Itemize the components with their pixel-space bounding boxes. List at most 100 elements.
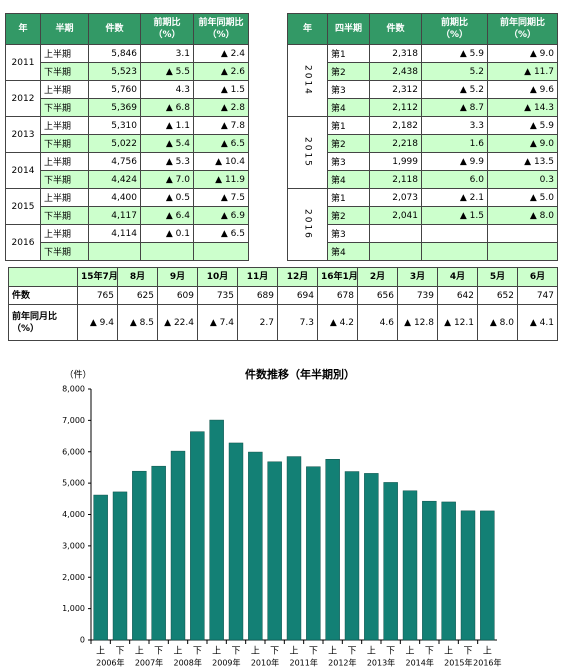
y-tick-label: 6,000: [62, 447, 85, 456]
table-cell: 2,218: [369, 134, 422, 153]
table-cell: ▲ 1.1: [140, 116, 194, 135]
x-group-label: 2009年: [212, 658, 240, 668]
y-tick-label: 3,000: [62, 541, 85, 550]
header-row: 15年7月 8月 9月 10月 11月 12月 16年1月 2月 3月 4月 5月 6月: [8, 267, 558, 287]
table-cell: ▲ 9.0: [487, 44, 558, 63]
table-cell: 4,117: [88, 206, 141, 225]
table-cell: 689: [237, 286, 278, 305]
table-cell: ▲ 14.3: [487, 98, 558, 117]
table-cell: 0.3: [487, 170, 558, 189]
table-cell: 4,400: [88, 188, 141, 207]
table-cell: 上半期: [40, 224, 89, 243]
x-tick-label: 上: [251, 646, 260, 657]
bar: [306, 466, 321, 641]
table-cell: ▲ 8.0: [477, 304, 518, 341]
table-cell: 5,523: [88, 62, 141, 81]
x-group-label: 2013年: [367, 658, 395, 668]
table-cell: 4,114: [88, 224, 141, 243]
empty-cell: [140, 242, 194, 261]
table-row: 第2 2,218 1.6 ▲ 9.0: [288, 134, 558, 153]
table-cell: ▲ 4.1: [517, 304, 558, 341]
table-cell: 5,022: [88, 134, 141, 153]
bar: [441, 501, 456, 641]
x-tick-label: 下: [231, 647, 240, 657]
x-group-label: 2015年: [444, 658, 472, 668]
table-row: 2013 上半期 5,310 ▲ 1.1 ▲ 7.8: [5, 116, 249, 153]
table-cell: ▲ 10.4: [193, 152, 249, 171]
y-tick-label: 8,000: [62, 385, 85, 394]
table-cell: 下半期: [40, 206, 89, 225]
cell-text: 件数: [12, 290, 31, 301]
table-cell: ▲ 12.1: [437, 304, 478, 341]
x-group-label: 2010年: [251, 658, 279, 668]
x-tick-label: 下: [154, 647, 163, 657]
year-cell: 2016: [5, 224, 41, 261]
header-cell: 四半期: [327, 13, 370, 45]
table-row: 2016 上半期 4,114 ▲ 0.1 ▲ 6.5: [5, 224, 249, 261]
table-cell: 上半期: [40, 116, 89, 135]
table-cell: 652: [477, 286, 518, 305]
table-cell: 4,756: [88, 152, 141, 171]
header-cell: 5月: [477, 267, 518, 287]
bar: [480, 510, 495, 641]
table-cell: 5,369: [88, 98, 141, 117]
table-cell: ▲ 11.9: [193, 170, 249, 189]
cell-text: 前期比: [440, 18, 468, 28]
header-cell: 16年1月: [317, 267, 358, 287]
table-cell: 656: [357, 286, 398, 305]
x-tick-label: 下: [386, 647, 395, 657]
y-tick-label: 0: [80, 636, 85, 645]
bar: [209, 419, 224, 641]
table-cell: 第1: [327, 116, 370, 135]
x-group-label: 2016年: [473, 658, 501, 668]
table-row: 第4 2,112 ▲ 8.7 ▲ 14.3: [288, 98, 558, 117]
header-cell: 6月: [517, 267, 558, 287]
x-tick-label: 上: [483, 646, 492, 657]
table-cell: ▲ 1.5: [193, 80, 249, 99]
table-cell: ▲ 5.2: [421, 80, 488, 99]
bar: [344, 471, 360, 641]
table-cell: 747: [517, 286, 558, 305]
header-cell: 半期: [40, 13, 89, 45]
x-tick-label: 下: [193, 647, 202, 657]
table-cell: ▲ 7.0: [140, 170, 194, 189]
x-group-label: 2012年: [328, 658, 356, 668]
cell-text: （%）: [12, 323, 40, 334]
header-cell: 件数: [88, 13, 141, 45]
table-row: 2016 第1 2,073 ▲ 2.1 ▲ 5.0: [287, 188, 558, 261]
table-cell: ▲ 11.7: [487, 62, 558, 81]
x-tick-label: 上: [135, 646, 144, 657]
header-cell: 前期比 （%）: [140, 13, 194, 45]
x-tick-label: 上: [328, 646, 337, 657]
header-cell: 9月: [157, 267, 198, 287]
table-cell: 2.7: [237, 304, 278, 341]
x-tick-label: 上: [96, 646, 105, 657]
table-cell: 2,041: [369, 206, 422, 225]
empty-cell: [421, 242, 488, 261]
year-cell: 2014: [5, 152, 41, 189]
header-cell: 前年同期比 （%）: [487, 13, 558, 45]
header-cell: 前年同期比 （%）: [193, 13, 249, 45]
header-cell: 件数: [369, 13, 422, 45]
empty-cell: [369, 224, 422, 243]
table-row: 第3 1,999 ▲ 9.9 ▲ 13.5: [288, 152, 558, 171]
table-cell: 下半期: [40, 98, 89, 117]
table-cell: 上半期: [40, 44, 89, 63]
table-cell: 第1: [327, 188, 370, 207]
table-cell: 694: [277, 286, 318, 305]
x-tick-label: 上: [173, 646, 182, 657]
empty-cell: [487, 224, 558, 243]
bar: [325, 459, 340, 641]
table-cell: 上半期: [40, 152, 89, 171]
y-tick-label: 2,000: [62, 573, 85, 582]
bar: [364, 473, 379, 641]
year-cell: 2012: [5, 80, 41, 117]
x-tick-label: 下: [463, 647, 472, 657]
x-tick-label: 上: [405, 646, 414, 657]
header-cell: 2月: [357, 267, 398, 287]
table-cell: ▲ 5.9: [487, 116, 558, 135]
year-cell: 2011: [5, 44, 41, 81]
bar: [228, 442, 244, 641]
table-cell: 第1: [327, 44, 370, 63]
table-cell: ▲ 8.5: [117, 304, 158, 341]
